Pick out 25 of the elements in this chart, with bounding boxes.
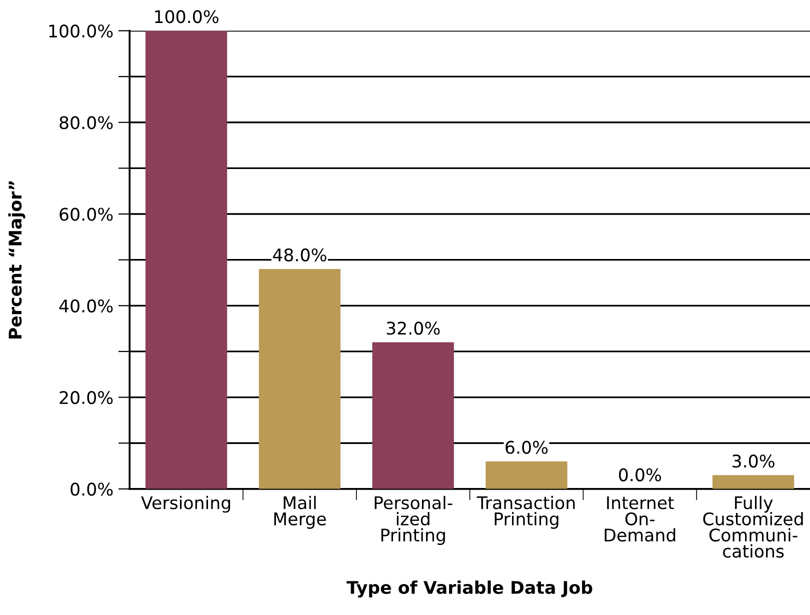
x-tick-label: Personal- ized Printing bbox=[374, 496, 452, 545]
bar bbox=[486, 461, 568, 489]
bar bbox=[258, 269, 341, 489]
data-label: 0.0% bbox=[618, 468, 661, 482]
data-label: 3.0% bbox=[732, 454, 774, 468]
bar bbox=[712, 475, 794, 489]
data-label: 48.0% bbox=[272, 248, 326, 262]
x-tick-label: Mail Merge bbox=[274, 496, 326, 529]
y-axis-title: Percent “Major” bbox=[8, 181, 26, 338]
y-tick-label: 20.0% bbox=[60, 391, 113, 404]
y-tick-label: 100.0% bbox=[49, 24, 113, 38]
y-tick-label: 80.0% bbox=[60, 116, 113, 130]
data-label: 6.0% bbox=[506, 440, 548, 454]
y-tick-label: 0.0% bbox=[70, 482, 113, 496]
y-tick-label: 60.0% bbox=[60, 208, 113, 221]
x-tick-label: Versioning bbox=[141, 496, 230, 513]
data-label: 32.0% bbox=[386, 322, 440, 335]
y-tick-label: 40.0% bbox=[59, 299, 113, 312]
x-tick-label: Transaction Printing bbox=[476, 496, 575, 529]
bar bbox=[372, 342, 454, 489]
x-axis-title: Type of Variable Data Job bbox=[346, 580, 592, 598]
data-label: 100.0% bbox=[155, 10, 218, 24]
x-tick-label: Fully Customized Communi- cations bbox=[703, 496, 803, 558]
bar bbox=[145, 30, 228, 489]
x-tick-label: Internet On- Demand bbox=[604, 496, 676, 542]
